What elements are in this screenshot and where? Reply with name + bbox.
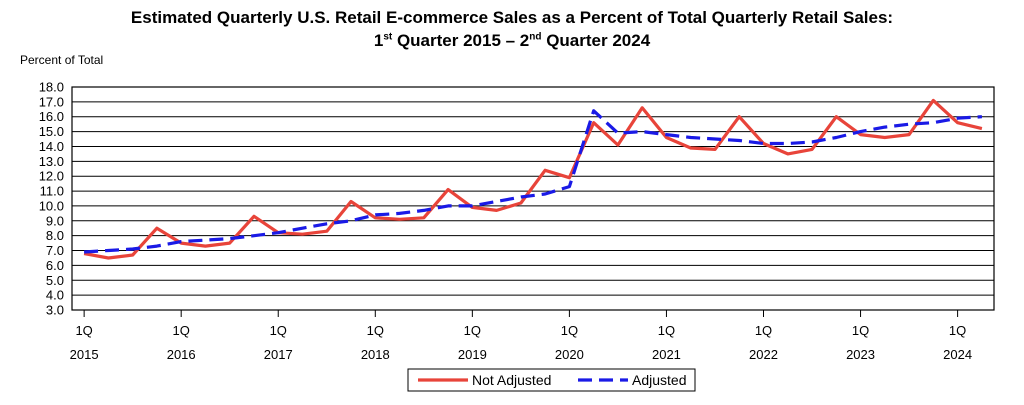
y-tick-label: 16.0 xyxy=(39,109,64,124)
x-tick-year-label: 2021 xyxy=(652,347,681,362)
x-tick-quarter-label: 1Q xyxy=(852,323,869,338)
series-line-adjusted xyxy=(84,109,982,254)
y-tick-label: 7.0 xyxy=(46,243,64,258)
chart-title: Estimated Quarterly U.S. Retail E-commer… xyxy=(0,6,1024,52)
x-tick-year-label: 2020 xyxy=(555,347,584,362)
y-tick-label: 8.0 xyxy=(46,228,64,243)
title-sup-st: st xyxy=(383,31,393,43)
title-part-b: Quarter 2015 – 2 xyxy=(392,31,530,50)
x-tick-quarter-label: 1Q xyxy=(755,323,772,338)
x-tick-quarter-label: 1Q xyxy=(75,323,92,338)
x-tick-quarter-label: 1Q xyxy=(658,323,675,338)
y-tick-label: 14.0 xyxy=(39,139,64,154)
title-part-c: Quarter 2024 xyxy=(541,31,651,50)
y-axis-label: Percent of Total xyxy=(20,53,103,67)
chart-title-line-1: Estimated Quarterly U.S. Retail E-commer… xyxy=(130,8,894,27)
y-tick-label: 11.0 xyxy=(40,184,64,199)
y-tick-label: 5.0 xyxy=(46,273,64,288)
y-tick-label: 18.0 xyxy=(39,80,64,95)
title-part-a: 1 xyxy=(373,31,384,50)
x-tick-year-label: 2015 xyxy=(70,347,99,362)
x-tick-quarter-label: 1Q xyxy=(270,323,287,338)
legend: Not Adjusted Adjusted xyxy=(407,368,696,392)
legend-label: Adjusted xyxy=(632,372,686,388)
y-tick-label: 6.0 xyxy=(46,258,64,273)
x-tick-year-label: 2022 xyxy=(749,347,778,362)
x-tick-quarter-label: 1Q xyxy=(949,323,966,338)
legend-label: Not Adjusted xyxy=(472,372,551,388)
x-tick-quarter-label: 1Q xyxy=(367,323,384,338)
y-tick-label: 9.0 xyxy=(46,213,64,228)
chart-title-line-2: 1st Quarter 2015 – 2nd Quarter 2024 xyxy=(0,29,1024,52)
title-sup-nd: nd xyxy=(529,31,542,43)
x-tick-quarter-label: 1Q xyxy=(561,323,578,338)
x-tick-year-label: 2016 xyxy=(167,347,196,362)
y-tick-label: 3.0 xyxy=(46,303,64,318)
y-tick-label: 10.0 xyxy=(39,198,64,213)
y-tick-label: 13.0 xyxy=(39,154,64,169)
series-line-not-adjusted xyxy=(83,98,983,260)
x-tick-year-label: 2019 xyxy=(458,347,487,362)
y-tick-label: 4.0 xyxy=(46,288,64,303)
x-tick-year-label: 2023 xyxy=(846,347,875,362)
legend-box xyxy=(407,368,696,392)
plot-frame xyxy=(71,86,995,311)
y-tick-label: 12.0 xyxy=(39,169,64,184)
x-tick-year-label: 2017 xyxy=(264,347,293,362)
y-tick-label: 15.0 xyxy=(39,124,64,139)
y-tick-label: 17.0 xyxy=(39,94,64,109)
x-tick-year-label: 2018 xyxy=(361,347,390,362)
x-tick-year-label: 2024 xyxy=(943,347,972,362)
x-tick-quarter-label: 1Q xyxy=(464,323,481,338)
x-tick-quarter-label: 1Q xyxy=(173,323,190,338)
